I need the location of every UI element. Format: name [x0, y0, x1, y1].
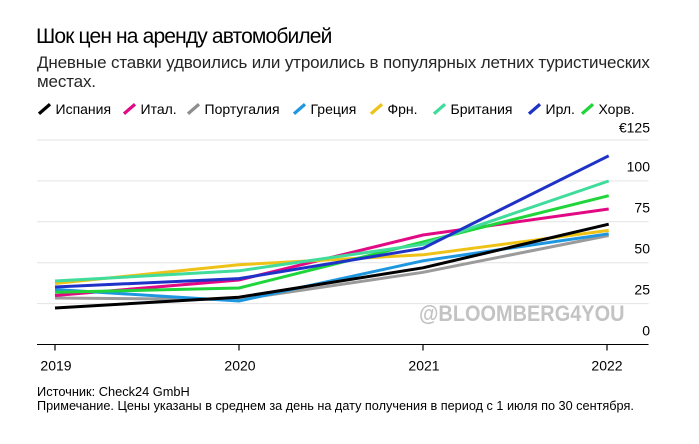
svg-text:2022: 2022 [591, 358, 622, 374]
svg-text:25: 25 [634, 281, 650, 297]
svg-text:2019: 2019 [40, 358, 71, 374]
svg-text:100: 100 [627, 159, 651, 175]
svg-text:50: 50 [634, 240, 650, 256]
svg-text:0: 0 [642, 323, 650, 339]
svg-text:2020: 2020 [224, 358, 255, 374]
svg-text:2021: 2021 [408, 358, 439, 374]
svg-text:€125: €125 [619, 120, 650, 136]
svg-text:75: 75 [634, 200, 650, 216]
